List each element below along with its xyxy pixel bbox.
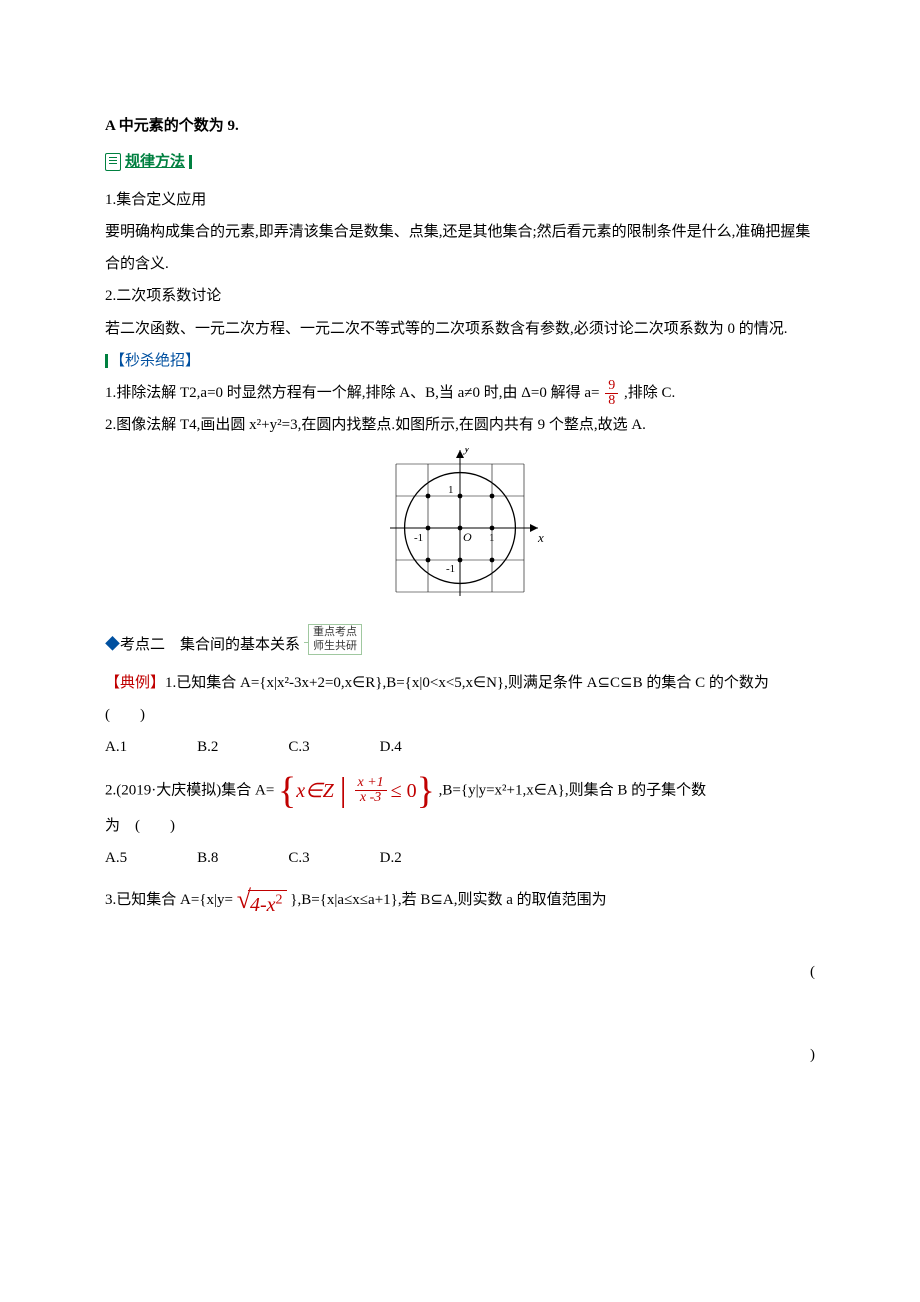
graph-container: y x -1 O 1 -1 1	[105, 448, 815, 610]
rule1-title: 1.集合定义应用	[105, 184, 815, 216]
kill2-line: 2.图像法解 T4,画出圆 x²+y²=3,在圆内找整点.如图所示,在圆内共有 …	[105, 409, 815, 441]
close-paren: )	[105, 1039, 815, 1071]
q3: 3.已知集合 A={x|y= √ 4-x2 },B={x|a≤x≤a+1},若 …	[105, 884, 815, 916]
q2-text-b: ,B={y|y=x²+1,x∈A},则集合 B 的子集个数	[439, 782, 706, 798]
q2-set-expr: { x∈Z | x +1 x -3 ≤ 0 }	[278, 772, 435, 810]
kaodian-row: ◆考点二 集合间的基本关系 重点考点 师生共研	[105, 624, 815, 661]
rule1-body: 要明确构成集合的元素,即弄清该集合是数集、点集,还是其他集合;然后看元素的限制条…	[105, 216, 815, 281]
section-rule-label: 规律方法	[105, 146, 192, 178]
q1-opt-a: A.1	[105, 731, 127, 763]
kaodian-label: 考点二 集合间的基本关系	[120, 637, 300, 653]
section-rule-text: 规律方法	[125, 146, 185, 178]
kaodian-box: 重点考点 师生共研	[308, 624, 362, 661]
kill1-text-a: 1.排除法解 T2,a=0 时显然方程有一个解,排除 A、B,当 a≠0 时,由…	[105, 385, 599, 401]
svg-text:x: x	[537, 530, 544, 545]
q2-text-a: 2.(2019·大庆模拟)集合 A=	[105, 782, 274, 798]
q3-text-b: },B={x|a≤x≤a+1},若 B⊆A,则实数 a 的取值范围为	[290, 892, 606, 908]
kill1-fraction: 9 8	[605, 379, 618, 408]
q2-opt-b: B.8	[197, 842, 218, 874]
svg-text:O: O	[463, 530, 472, 544]
q2-options: A.5 B.8 C.3 D.2	[105, 842, 815, 874]
rule2-body: 若二次函数、一元二次方程、一元二次不等式等的二次项系数含有参数,必须讨论二次项系…	[105, 313, 815, 345]
svg-text:y: y	[462, 448, 470, 455]
q1-opt-d: D.4	[380, 731, 402, 763]
svg-text:-1: -1	[414, 532, 423, 544]
q1-opt-b: B.2	[197, 731, 218, 763]
q2-le: ≤ 0	[391, 781, 417, 801]
q2-set-left: x∈Z	[296, 781, 333, 801]
q1-text: 1.已知集合 A={x|x²-3x+2=0,x∈R},B={x|0<x<5,x∈…	[105, 675, 784, 723]
q2: 2.(2019·大庆模拟)集合 A= { x∈Z | x +1 x -3 ≤ 0…	[105, 772, 815, 810]
kaodian-box-line1: 重点考点	[313, 626, 357, 638]
rule2-title: 2.二次项系数讨论	[105, 280, 815, 312]
svg-text:1: 1	[489, 532, 495, 544]
kaodian-box-line2: 师生共研	[313, 640, 357, 652]
q1-options: A.1 B.2 C.3 D.4	[105, 731, 815, 763]
svg-text:1: 1	[448, 484, 454, 496]
q1: 【典例】1.已知集合 A={x|x²-3x+2=0,x∈R},B={x|0<x<…	[105, 667, 815, 732]
section-kill-label: 【秒杀绝招】	[105, 345, 815, 377]
q2-opt-c: C.3	[288, 842, 309, 874]
q2-opt-d: D.2	[380, 842, 402, 874]
q2-opt-a: A.5	[105, 842, 127, 874]
green-bar-icon	[189, 155, 192, 169]
q2-text-c: 为 ( )	[105, 810, 815, 842]
q1-opt-c: C.3	[288, 731, 309, 763]
open-paren: (	[105, 956, 815, 988]
diamond-icon: ◆	[105, 637, 120, 653]
svg-text:-1: -1	[446, 563, 455, 575]
line-answer-a: A 中元素的个数为 9.	[105, 110, 815, 142]
doc-icon	[105, 153, 121, 171]
circle-grid-graph: y x -1 O 1 -1 1	[365, 448, 555, 598]
kill1-line: 1.排除法解 T2,a=0 时显然方程有一个解,排除 A、B,当 a≠0 时,由…	[105, 377, 815, 409]
kill1-text-b: ,排除 C.	[624, 385, 675, 401]
q3-text-a: 3.已知集合 A={x|y=	[105, 892, 233, 908]
dianli-label: 【典例】	[105, 675, 165, 691]
green-bar-icon-left	[105, 354, 108, 368]
q3-sqrt: √ 4-x2	[237, 887, 287, 915]
